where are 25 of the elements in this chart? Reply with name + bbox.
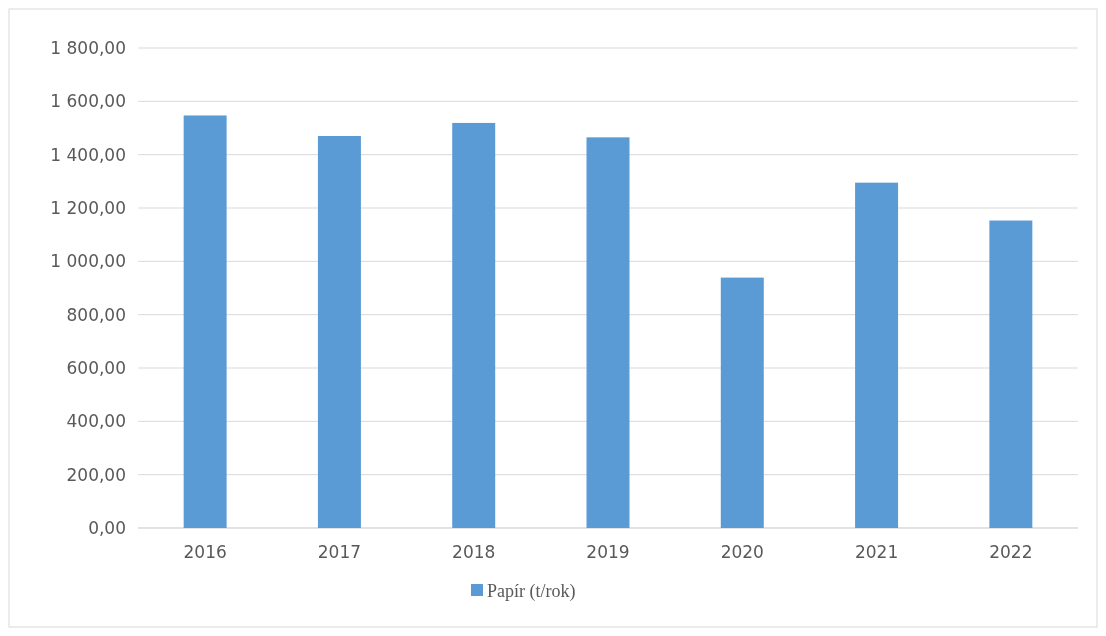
bar [317, 136, 361, 528]
y-tick-label: 1 600,00 [50, 91, 126, 112]
bar [855, 182, 899, 528]
bar [586, 137, 630, 528]
bar [183, 115, 227, 528]
x-tick-label: 2016 [183, 542, 227, 562]
y-tick-label: 400,00 [66, 411, 126, 432]
x-tick-label: 2020 [720, 542, 764, 562]
y-tick-label: 1 400,00 [50, 144, 126, 165]
x-tick-label: 2022 [989, 542, 1033, 562]
x-tick-label: 2018 [452, 542, 496, 562]
y-tick-label: 1 800,00 [50, 37, 126, 58]
x-tick-label: 2021 [854, 542, 899, 562]
y-tick-label: 0,00 [88, 517, 126, 538]
legend-label: Papír (t/rok) [487, 581, 576, 603]
y-tick-label: 1 200,00 [50, 197, 126, 218]
y-tick-label: 800,00 [66, 304, 126, 325]
y-tick-label: 600,00 [66, 357, 126, 378]
y-tick-label: 1 000,00 [50, 251, 126, 272]
y-tick-label: 200,00 [66, 464, 126, 485]
bar [989, 220, 1033, 528]
x-tick-label: 2017 [317, 542, 362, 562]
bar [720, 277, 764, 528]
x-tick-label: 2019 [586, 542, 630, 562]
bar [452, 122, 496, 528]
